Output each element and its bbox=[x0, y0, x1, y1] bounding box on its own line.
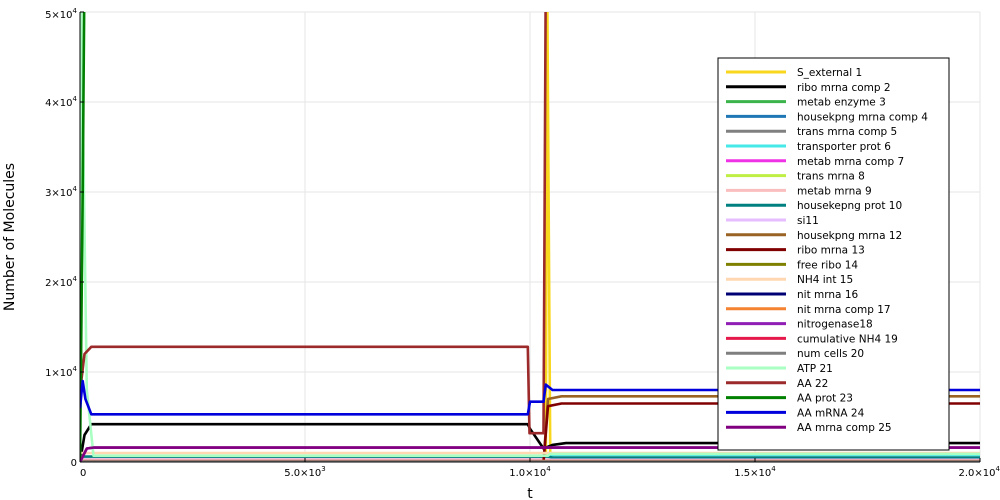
legend-label-21: ATP 21 bbox=[797, 363, 833, 375]
legend-label-14: free ribo 14 bbox=[797, 259, 858, 271]
y-tick-label-exponent: 4 bbox=[73, 95, 78, 103]
legend-label-22: AA 22 bbox=[797, 378, 828, 390]
legend-label-13: ribo mrna 13 bbox=[797, 245, 865, 257]
y-tick-label: 2×104 bbox=[45, 275, 77, 289]
y-axis-label: Number of Molecules bbox=[2, 163, 18, 311]
x-tick-label-mantissa: 1.0×10 bbox=[509, 468, 546, 479]
y-tick-label-exponent: 4 bbox=[73, 275, 78, 283]
x-tick-label-mantissa: 0 bbox=[80, 468, 86, 479]
legend-label-2: ribo mrna comp 2 bbox=[797, 82, 891, 94]
x-ticks: 0 5.0×103 1.0×104 1.5×104 2.0×104 bbox=[79, 458, 1000, 479]
legend-label-11: si11 bbox=[797, 215, 819, 227]
y-tick-label-mantissa: 2×10 bbox=[45, 278, 72, 289]
x-tick-label-exponent: 4 bbox=[771, 465, 776, 473]
x-tick-label-exponent: 3 bbox=[321, 465, 325, 473]
x-tick-label: 5.0×103 bbox=[284, 465, 325, 479]
y-tick-label-mantissa: 5×10 bbox=[45, 10, 72, 21]
y-tick-label-exponent: 4 bbox=[73, 7, 78, 15]
series-line-24 bbox=[80, 379, 980, 416]
legend-label-24: AA mRNA 24 bbox=[797, 407, 865, 419]
legend-label-16: nit mrna 16 bbox=[797, 289, 858, 301]
legend-label-3: metab enzyme 3 bbox=[797, 97, 886, 109]
legend-label-18: nitrogenase18 bbox=[797, 319, 873, 331]
series-line-13 bbox=[80, 402, 980, 462]
series-line-12 bbox=[80, 394, 980, 462]
series-line-25 bbox=[80, 446, 980, 462]
legend-label-7: metab mrna comp 7 bbox=[797, 156, 904, 168]
y-tick-label: 1×104 bbox=[45, 365, 77, 379]
legend-label-1: S_external 1 bbox=[797, 67, 862, 79]
x-tick-label-exponent: 4 bbox=[546, 465, 551, 473]
y-tick-label-mantissa: 1×10 bbox=[45, 368, 72, 379]
series-line-21 bbox=[80, 12, 980, 462]
legend-label-23: AA prot 23 bbox=[797, 393, 853, 405]
x-tick-label-mantissa: 5.0×10 bbox=[284, 468, 321, 479]
y-tick-label-mantissa: 3×10 bbox=[45, 188, 72, 199]
legend-label-6: transporter prot 6 bbox=[797, 141, 891, 153]
legend-label-20: num cells 20 bbox=[797, 348, 864, 360]
x-tick-label-exponent: 4 bbox=[996, 465, 1000, 473]
y-tick-label: 4×104 bbox=[45, 95, 77, 109]
legend-label-17: nit mrna comp 17 bbox=[797, 304, 891, 316]
y-tick-label: 3×104 bbox=[45, 185, 77, 199]
legend-label-25: AA mrna comp 25 bbox=[797, 422, 892, 434]
legend: S_external 1 ribo mrna comp 2 metab enzyme… bbox=[717, 57, 950, 451]
x-tick-label: 2.0×104 bbox=[959, 465, 1000, 479]
legend-label-5: trans mrna comp 5 bbox=[797, 126, 897, 138]
legend-label-9: metab mrna 9 bbox=[797, 185, 872, 197]
y-tick-label: 5×104 bbox=[45, 7, 77, 21]
y-tick-label: 0 bbox=[71, 458, 77, 469]
x-tick-label: 1.0×104 bbox=[509, 465, 551, 479]
legend-box bbox=[717, 57, 950, 451]
legend-label-15: NH4 int 15 bbox=[797, 274, 853, 286]
x-tick-label: 0 bbox=[80, 468, 86, 479]
x-tick-label: 1.5×104 bbox=[734, 465, 776, 479]
legend-label-19: cumulative NH4 19 bbox=[797, 333, 898, 345]
x-tick-label-mantissa: 1.5×10 bbox=[734, 468, 771, 479]
y-tick-label-mantissa: 0 bbox=[71, 458, 77, 469]
x-axis-label: t bbox=[527, 486, 533, 500]
y-tick-label-mantissa: 4×10 bbox=[45, 98, 72, 109]
x-tick-label-mantissa: 2.0×10 bbox=[959, 468, 996, 479]
legend-label-12: housekpng mrna 12 bbox=[797, 230, 902, 242]
y-tick-label-exponent: 4 bbox=[73, 185, 78, 193]
legend-label-8: trans mrna 8 bbox=[797, 171, 865, 183]
legend-label-4: housekpng mrna comp 4 bbox=[797, 111, 928, 123]
legend-label-10: housekepng prot 10 bbox=[797, 200, 902, 212]
y-tick-label-exponent: 4 bbox=[73, 365, 78, 373]
